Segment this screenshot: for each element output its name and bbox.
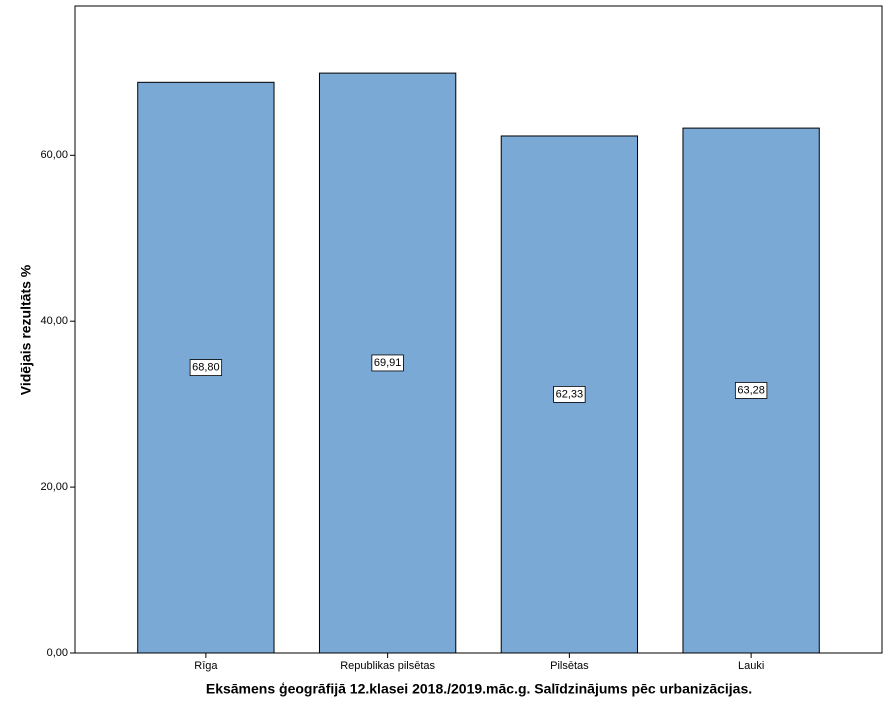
value-label-box: [371, 354, 404, 372]
value-label-box: [189, 359, 223, 376]
value-label: 68,80: [192, 362, 220, 374]
value-label: 63,28: [737, 384, 765, 396]
x-tick-label: Rīga: [194, 660, 218, 672]
x-tick-label: Republikas pilsētas: [340, 660, 435, 672]
x-axis-label: Eksāmens ģeogrāfijā 12.klasei 2018./2019…: [206, 681, 752, 697]
y-tick-label: 40,00: [40, 315, 68, 327]
y-tick-label: 0,00: [47, 647, 68, 659]
value-label-box: [734, 382, 768, 399]
value-label: 62,33: [556, 388, 584, 400]
value-label-box: [553, 385, 586, 403]
y-tick-label: 20,00: [40, 481, 68, 493]
y-axis-label: Vidējais rezultāts %: [18, 264, 34, 395]
y-tick-label: 60,00: [40, 149, 68, 161]
x-tick-label: Pilsētas: [550, 660, 589, 672]
x-tick-label: Lauki: [738, 660, 764, 672]
value-label: 69,91: [374, 357, 402, 369]
